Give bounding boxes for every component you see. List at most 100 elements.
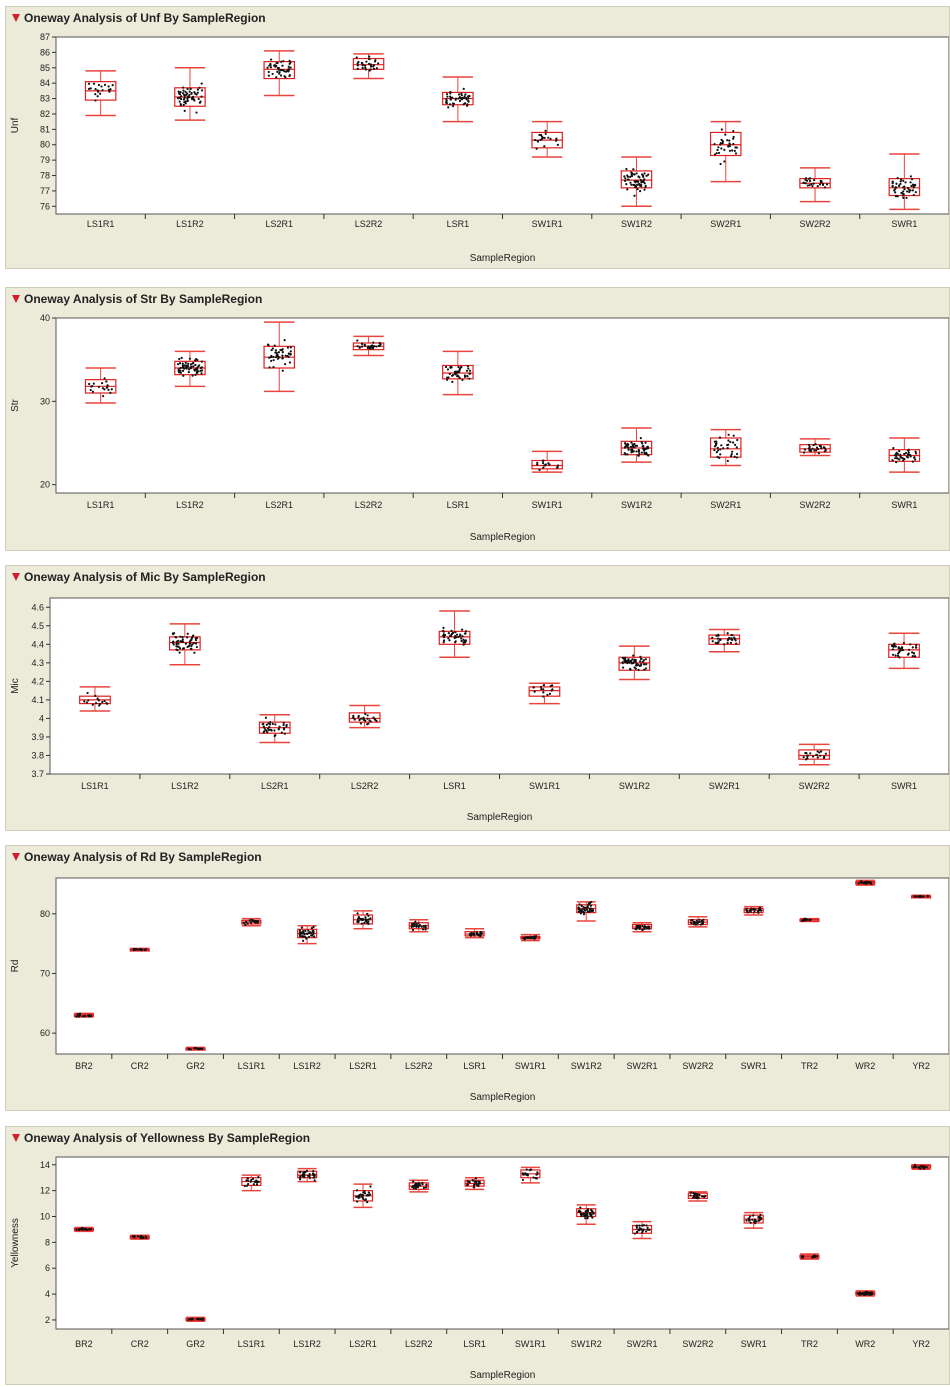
data-point [412,925,415,928]
data-point [588,1212,592,1215]
disclosure-triangle-icon[interactable] [12,853,20,861]
data-point [466,374,469,378]
x-tick-label: LS1R2 [176,500,204,510]
data-point [424,928,427,931]
data-point [283,339,286,342]
box-plot-LS1R2 [168,623,201,666]
data-point [172,643,175,646]
data-point [246,922,249,925]
data-point [915,646,918,649]
data-point [525,1168,528,1171]
data-point [536,140,540,143]
data-point [630,172,633,175]
data-point [811,1256,814,1259]
data-point [584,909,587,912]
data-point [462,87,465,90]
data-point [469,933,472,936]
box [168,636,201,651]
data-point [638,924,642,928]
data-point [914,191,917,194]
x-tick-label: SWR1 [741,1061,767,1071]
data-point [91,703,94,706]
panel-header[interactable]: Oneway Analysis of Rd By SampleRegion [6,846,949,868]
x-tick-label: LSR1 [443,781,466,791]
data-point [625,167,628,171]
disclosure-triangle-icon[interactable] [12,1134,20,1142]
data-point [191,635,194,639]
data-point [479,932,482,935]
data-point [891,184,894,188]
data-point [285,723,288,727]
data-point [638,1224,641,1227]
panel-header[interactable]: Oneway Analysis of Unf By SampleRegion [6,7,949,29]
box-plot-SW2R1 [631,921,653,933]
data-point [749,1221,752,1224]
data-point [278,725,281,728]
box [618,656,651,671]
data-point [372,341,375,344]
data-point [196,91,199,94]
data-point [626,661,629,665]
data-point [478,1181,481,1185]
data-point [262,725,265,728]
data-point [919,894,922,898]
data-point [643,663,646,666]
panel-header[interactable]: Oneway Analysis of Str By SampleRegion [6,288,949,310]
panel-header[interactable]: Oneway Analysis of Yellowness By SampleR… [6,1127,949,1149]
data-point [577,1210,580,1213]
x-tick-label: LS2R1 [261,781,289,791]
data-point [358,917,361,920]
data-point [465,369,469,372]
data-point [815,446,819,449]
data-point [253,1180,256,1183]
data-point [278,72,281,75]
data-point [97,699,101,702]
data-point [181,369,185,372]
box-plot-LS1R1 [84,70,117,117]
data-point [691,918,694,922]
data-point [256,920,260,923]
data-point [425,1183,428,1186]
data-point [369,68,372,71]
data-point [589,904,592,907]
x-tick-label: GR2 [186,1061,205,1071]
data-point [633,658,636,661]
disclosure-triangle-icon[interactable] [12,295,20,303]
box-plot-LSR1 [464,1176,485,1191]
data-point [75,1228,78,1231]
data-point [285,70,288,73]
data-point [442,629,445,632]
data-point [88,1228,91,1231]
data-point [186,632,189,635]
panel-header[interactable]: Oneway Analysis of Mic By SampleRegion [6,566,949,588]
data-point [867,880,870,884]
data-point [817,452,821,455]
data-point [463,102,467,105]
data-point [273,344,276,347]
disclosure-triangle-icon[interactable] [12,14,20,22]
data-point [369,1185,372,1188]
box [263,61,296,80]
data-point [417,925,420,929]
chart-title: Oneway Analysis of Mic By SampleRegion [24,570,266,584]
data-point [698,920,701,924]
data-point [355,56,358,59]
data-point [360,1195,363,1198]
data-point [640,1227,643,1230]
data-point [642,180,645,184]
data-point [894,191,897,194]
data-point [752,1214,755,1217]
data-point [298,931,302,934]
data-point [262,722,265,725]
box-plot-WR2 [855,1290,876,1297]
data-point [895,186,898,189]
data-point [819,754,822,757]
x-tick-label: LS1R2 [293,1061,321,1071]
x-tick-label: SW1R2 [571,1061,602,1071]
data-point [269,66,273,69]
data-point [276,357,280,360]
disclosure-triangle-icon[interactable] [12,573,20,581]
data-point [78,1012,82,1015]
box-plot-LSR1 [442,350,474,396]
x-tick-label: LS2R2 [355,500,383,510]
